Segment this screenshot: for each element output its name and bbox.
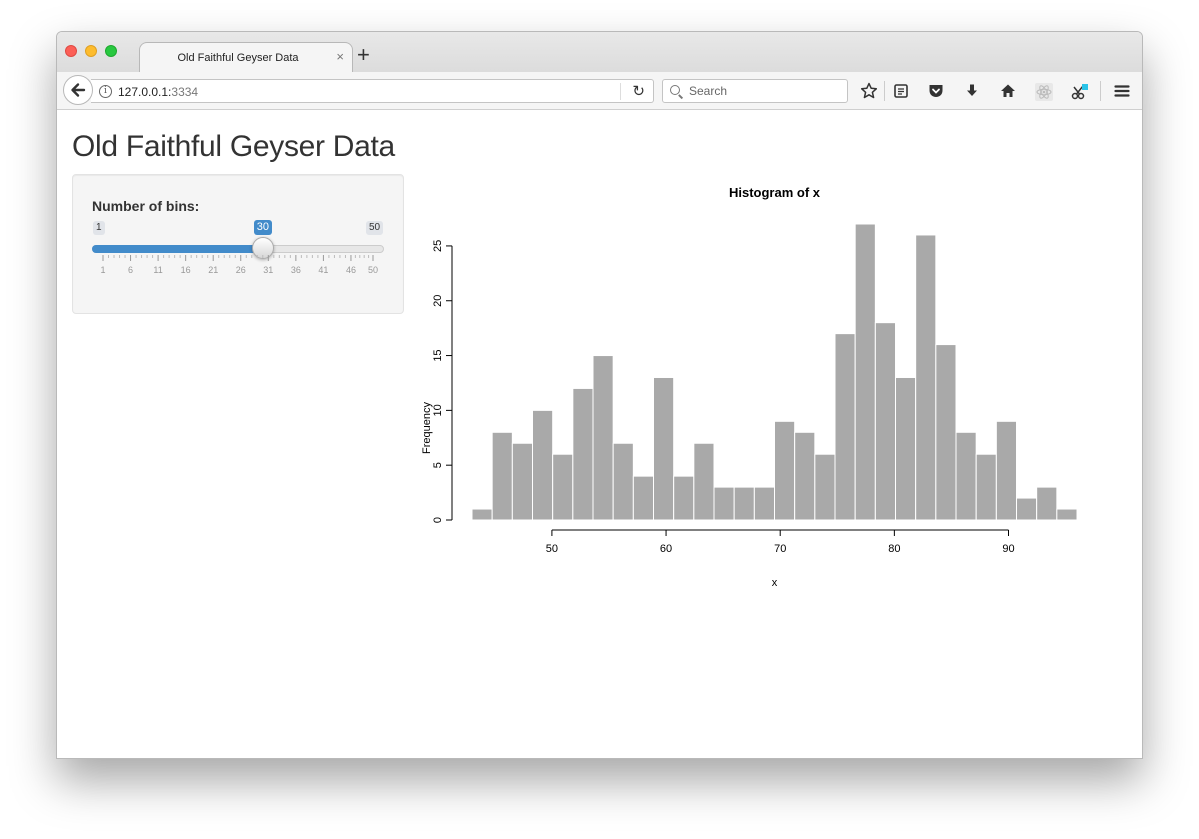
histogram-bar (854, 223, 876, 521)
histogram-chart: Histogram of x 50 60 70 80 90 x 0 5 10 15 20 25 Frequ… (421, 185, 1078, 589)
histogram-bar (713, 486, 735, 521)
tab-bar: Old Faithful Geyser Data × + (57, 32, 1142, 73)
tab-close-icon[interactable]: × (336, 49, 344, 64)
y-tick-label: 20 (432, 295, 444, 307)
histogram-bar (874, 322, 897, 521)
histogram-bar (733, 486, 755, 521)
close-window-icon[interactable] (65, 45, 77, 57)
new-tab-button[interactable]: + (357, 42, 370, 67)
slider-tick-label: 11 (153, 265, 162, 275)
histogram-bar (995, 420, 1018, 521)
histogram-bar (471, 508, 493, 521)
x-tick-label: 90 (1002, 543, 1014, 555)
histogram-bar (935, 344, 957, 521)
slider-tick-label: 46 (346, 265, 356, 275)
url-port: 3334 (171, 85, 199, 99)
histogram-bar (975, 453, 997, 521)
react-devtools-icon[interactable] (1034, 82, 1054, 102)
slider-value-label: 30 (253, 220, 273, 235)
slider-tick-label: 31 (263, 265, 273, 275)
histogram-bar (693, 442, 715, 521)
y-tick-label: 10 (432, 404, 444, 416)
hamburger-menu-icon[interactable] (1112, 82, 1132, 102)
url-host: 127.0.0.1: (118, 85, 172, 99)
histogram-bar (834, 333, 856, 521)
x-tick-label: 80 (888, 543, 900, 555)
url-separator (620, 83, 621, 100)
download-icon[interactable] (962, 82, 982, 102)
slider-panel: Number of bins: 1 50 30 1 6 11 16 21 26 31 36 41… (72, 174, 404, 314)
x-tick-label: 50 (546, 543, 558, 555)
histogram-bar (895, 376, 917, 521)
back-arrow-icon (71, 83, 86, 97)
histogram-bar (491, 431, 513, 521)
browser-window: Old Faithful Geyser Data × + i 127.0.0.1… (56, 31, 1143, 759)
pocket-icon[interactable] (926, 82, 946, 102)
slider-min-label: 1 (93, 221, 105, 235)
histogram-bar (511, 442, 534, 521)
histogram-bar (673, 475, 695, 521)
histogram-bar (552, 453, 574, 521)
x-axis-label: x (772, 577, 778, 589)
chart-title: Histogram of x (729, 185, 821, 200)
nav-bar: i 127.0.0.1:3334 ↻ (57, 72, 1142, 110)
histogram-bar (653, 376, 675, 521)
y-tick-label: 15 (432, 349, 444, 361)
y-tick-label: 25 (432, 240, 444, 252)
home-icon[interactable] (998, 82, 1018, 102)
histogram-bar (1016, 497, 1038, 521)
histogram-bar (572, 387, 594, 521)
histogram-bar (1056, 508, 1078, 521)
back-button[interactable] (63, 75, 93, 105)
histogram-bar (612, 442, 634, 521)
slider-handle[interactable] (251, 237, 274, 259)
screenshot-scissors-icon[interactable] (1070, 82, 1090, 102)
y-tick-label: 5 (432, 462, 444, 468)
histogram-bar (794, 431, 816, 521)
slider-track-fill (92, 245, 263, 253)
slider-tick-label: 1 (100, 265, 105, 275)
slider-tick-label: 26 (236, 265, 246, 275)
histogram-bar (632, 475, 655, 521)
info-icon[interactable]: i (99, 85, 112, 98)
slider-tick-label: 16 (181, 265, 191, 275)
zoom-window-icon[interactable] (105, 45, 117, 57)
toolbar-separator (884, 81, 885, 101)
slider-tick-label: 6 (128, 265, 133, 275)
tab-title: Old Faithful Geyser Data (177, 52, 299, 64)
url-text: 127.0.0.1:3334 (118, 85, 198, 99)
y-axis-label: Frequency (421, 401, 433, 453)
page-title: Old Faithful Geyser Data (72, 130, 395, 163)
search-input[interactable] (689, 82, 839, 100)
search-bar[interactable] (662, 79, 848, 103)
bookmark-star-icon[interactable] (859, 82, 879, 102)
page-content: Old Faithful Geyser Data Number of bins:… (57, 110, 1142, 758)
minimize-window-icon[interactable] (85, 45, 97, 57)
histogram-bar (753, 486, 776, 521)
slider-label: Number of bins: (92, 198, 200, 214)
search-icon (670, 85, 680, 95)
slider-max-label: 50 (366, 221, 384, 235)
reload-icon[interactable]: ↻ (632, 83, 645, 100)
histogram-bar (592, 355, 614, 521)
y-tick-label: 0 (432, 517, 444, 523)
x-tick-label: 60 (660, 543, 672, 555)
x-tick-label: 70 (774, 543, 786, 555)
slider-ticks: 1 6 11 16 21 26 31 36 41 46 50 (100, 255, 378, 275)
reading-list-icon[interactable] (891, 82, 911, 102)
slider-tick-label: 36 (291, 265, 301, 275)
histogram-bar (814, 453, 836, 521)
histogram-bar (532, 409, 554, 521)
slider-tick-label: 50 (368, 265, 378, 275)
slider-tick-label: 41 (318, 265, 328, 275)
browser-tab[interactable]: Old Faithful Geyser Data × (139, 42, 353, 73)
toolbar-separator (1100, 81, 1101, 101)
histogram-bar (915, 234, 937, 521)
histogram-bar (774, 420, 796, 521)
histogram-bar (1036, 486, 1058, 521)
histogram-bar (955, 431, 977, 521)
slider-tick-label: 21 (208, 265, 218, 275)
url-bar[interactable]: i 127.0.0.1:3334 ↻ (91, 79, 654, 103)
